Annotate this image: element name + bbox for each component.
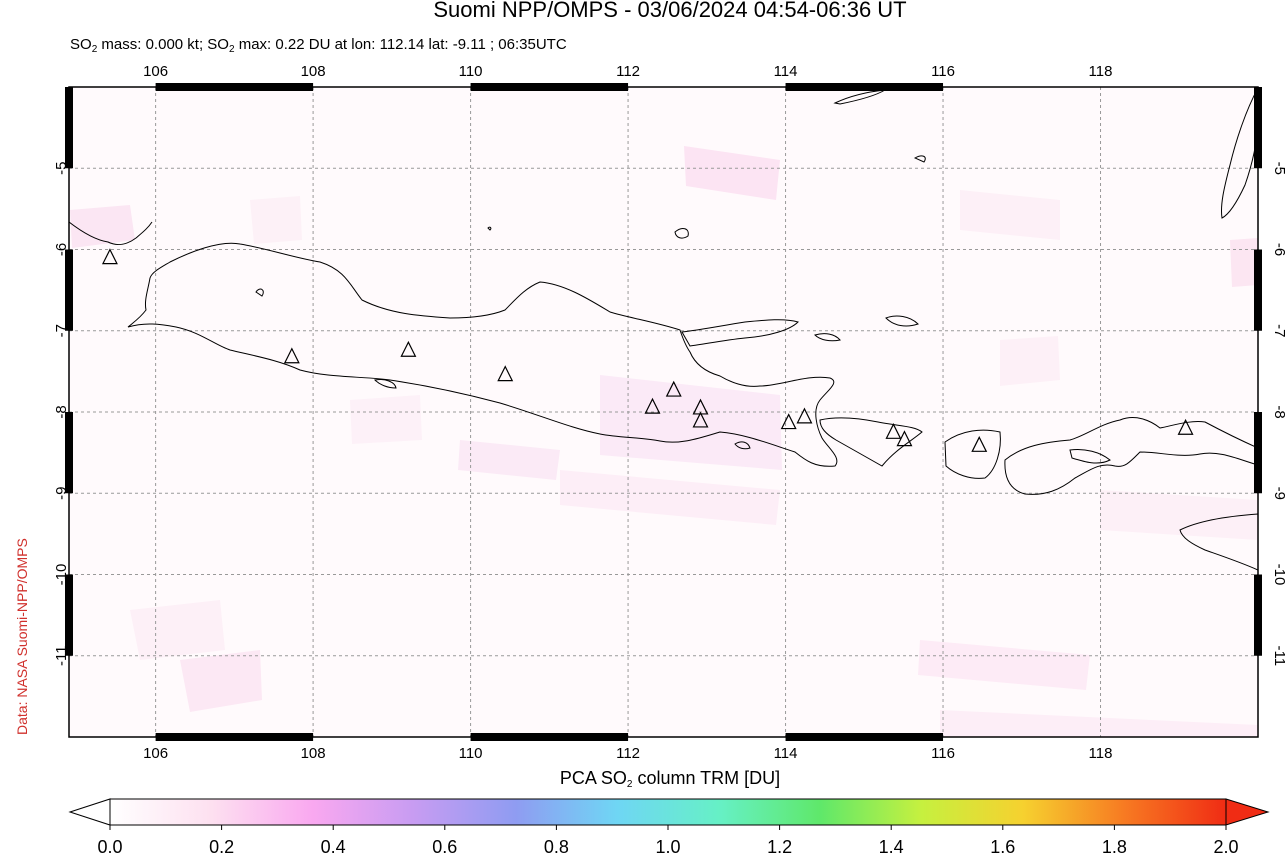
frame-bars [65, 83, 1262, 741]
lon-tick-label-top: 118 [1089, 63, 1113, 80]
lat-tick-label-left: -8 [53, 405, 70, 418]
lat-tick-label-left: -10 [53, 564, 70, 586]
frame-bar-left [65, 574, 73, 656]
frame-bar-right [1254, 412, 1262, 494]
volcano-marker [796, 407, 813, 424]
coastlines [69, 87, 1258, 571]
lat-tick-label-right: -9 [1271, 487, 1288, 500]
subtitle: SO2 mass: 0.000 kt; SO2 max: 0.22 DU at … [70, 36, 567, 55]
frame-bar-right [1254, 249, 1262, 331]
lon-tick-label-top: 112 [616, 63, 640, 80]
lat-tick-label-right: -11 [1271, 645, 1288, 666]
lat-tick-label-right: -10 [1271, 564, 1288, 586]
lon-tick-label-bottom: 110 [459, 745, 483, 760]
lat-tick-label-left: -7 [53, 324, 70, 337]
frame-bar-top [470, 83, 629, 91]
colorbar-label: 0.2 [209, 837, 234, 855]
colorbar-max-arrow [1225, 798, 1270, 826]
lat-tick-label-left: -5 [53, 162, 70, 175]
frame-bar-top [155, 83, 314, 91]
lat-tick-label-left: -9 [53, 487, 70, 500]
frame-bar-bottom [470, 733, 629, 741]
colorbar-label: 0.4 [321, 837, 346, 855]
volcano-marker [896, 430, 913, 447]
frame-bar-right [1254, 87, 1262, 169]
gridlines [69, 87, 1258, 737]
colorbar-label: 0.6 [432, 837, 457, 855]
volcano-markers [101, 248, 1194, 452]
colorbar-gradient [109, 798, 1227, 826]
colorbar-label: 0.8 [544, 837, 569, 855]
colorbar: 0.0 0.2 0.4 0.6 0.8 1.0 1.2 1.4 1.6 1.8 2.0 [68, 798, 1270, 855]
colorbar-label: 0.0 [97, 837, 122, 855]
volcano-marker [971, 435, 988, 452]
volcano-marker [1177, 418, 1194, 435]
volcano-marker [692, 411, 709, 428]
lon-tick-label-bottom: 108 [301, 745, 326, 760]
lat-tick-label-right: -6 [1271, 243, 1288, 256]
page-title: Suomi NPP/OMPS - 03/06/2024 04:54-06:36 … [433, 0, 907, 22]
volcano-marker [665, 380, 682, 397]
colorbar-label: 2.0 [1213, 837, 1238, 855]
frame-bar-left [65, 412, 73, 494]
volcano-marker [283, 347, 300, 364]
colorbar-label: 1.6 [990, 837, 1015, 855]
volcano-marker [400, 340, 417, 357]
so2-map: 106 106 108 108 110 110 112 112 114 114 116 116 118 1… [53, 63, 1288, 760]
volcano-marker [780, 413, 797, 430]
lat-tick-label-left: -11 [53, 645, 70, 666]
colorbar-title: PCA SO2 column TRM [DU] [559, 768, 781, 790]
frame-bar-bottom [155, 733, 314, 741]
frame-bar-right [1254, 574, 1262, 656]
lon-tick-label-bottom: 106 [143, 745, 168, 760]
volcano-marker [101, 248, 118, 265]
volcano-marker [644, 397, 661, 414]
frame-bar-left [65, 87, 73, 169]
lat-tick-label-right: -7 [1271, 324, 1288, 337]
lat-tick-label-right: -8 [1271, 405, 1288, 418]
lon-tick-label-bottom: 114 [774, 745, 798, 760]
colorbar-label: 1.0 [655, 837, 680, 855]
lon-tick-label-top: 110 [459, 63, 483, 80]
lon-tick-label-top: 108 [301, 63, 326, 80]
frame-bar-bottom [785, 733, 944, 741]
colorbar-label: 1.8 [1102, 837, 1127, 855]
volcano-marker [885, 422, 902, 439]
lat-tick-label-left: -6 [53, 243, 70, 256]
volcano-marker [497, 365, 514, 382]
lon-tick-label-top: 116 [931, 63, 955, 80]
colorbar-label: 1.2 [767, 837, 792, 855]
lon-tick-label-top: 114 [774, 63, 798, 80]
colorbar-label: 1.4 [879, 837, 904, 855]
lon-tick-label-bottom: 112 [616, 745, 640, 760]
frame-bar-left [65, 249, 73, 331]
frame-bar-top [785, 83, 944, 91]
tick-labels: 106 106 108 108 110 110 112 112 114 114 116 116 118 1… [53, 63, 1288, 760]
lon-tick-label-bottom: 118 [1089, 745, 1113, 760]
lon-tick-label-bottom: 116 [931, 745, 955, 760]
lon-tick-label-top: 106 [143, 63, 168, 80]
lat-tick-label-right: -5 [1271, 162, 1288, 175]
colorbar-min-arrow [68, 798, 111, 826]
